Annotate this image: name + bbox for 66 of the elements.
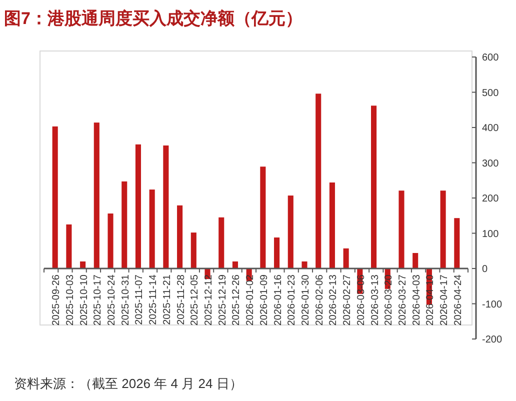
x-tick-label: 2026-01-02 xyxy=(245,274,256,326)
x-tick-label: 2025-10-03 xyxy=(64,274,76,326)
bar xyxy=(454,218,460,268)
x-tick-label: 2025-12-05 xyxy=(190,274,201,326)
x-tick-label: 2025-11-14 xyxy=(148,274,160,325)
bar xyxy=(302,261,308,268)
x-tick-label: 2025-10-10 xyxy=(78,274,90,326)
y-tick-label: 400 xyxy=(482,123,500,134)
y-tick-label: 100 xyxy=(482,228,500,240)
x-tick-label: 2026-03-20 xyxy=(384,274,395,326)
x-tick-label: 2026-02-06 xyxy=(314,274,326,326)
bar xyxy=(288,196,294,268)
bar xyxy=(274,237,280,268)
bar xyxy=(260,166,266,268)
bar xyxy=(412,252,418,268)
bar xyxy=(94,122,100,268)
bar xyxy=(135,144,141,268)
bar xyxy=(329,182,335,268)
x-tick-label: 2025-10-24 xyxy=(106,274,118,326)
x-tick-label: 2025-12-26 xyxy=(231,274,242,326)
x-tick-label: 2026-04-24 xyxy=(452,274,464,326)
y-tick-label: 200 xyxy=(482,194,500,204)
bar xyxy=(440,190,446,268)
bar xyxy=(149,190,155,268)
bar xyxy=(108,214,114,268)
bar xyxy=(122,181,128,268)
y-tick-label: 0 xyxy=(482,264,488,275)
bar xyxy=(163,145,169,268)
y-tick-label: -200 xyxy=(482,334,502,346)
x-tick-label: 2026-03-27 xyxy=(397,274,408,326)
bar xyxy=(316,94,322,268)
x-tick-label: 2025-09-26 xyxy=(51,274,62,326)
x-tick-label: 2025-12-19 xyxy=(217,274,228,326)
bar xyxy=(218,217,224,268)
x-tick-label: 2026-02-27 xyxy=(342,274,354,326)
bar xyxy=(190,232,196,268)
bar xyxy=(177,205,183,268)
x-tick-label: 2026-01-09 xyxy=(258,274,270,326)
x-tick-label: 2026-01-30 xyxy=(300,274,312,326)
bar xyxy=(398,190,404,268)
x-tick-label: 2025-11-21 xyxy=(162,274,173,325)
bar xyxy=(66,224,72,268)
x-tick-label: 2025-12-12 xyxy=(204,274,215,326)
bar xyxy=(232,261,238,268)
x-tick-label: 2026-02-13 xyxy=(328,274,340,326)
x-tick-label: 2026-03-06 xyxy=(356,274,367,326)
chart-title: 图7：港股通周度买入成交净额（亿元） xyxy=(4,9,302,28)
x-tick-label: 2025-11-07 xyxy=(134,274,146,325)
y-tick-label: 600 xyxy=(482,52,500,64)
x-tick-label: 2025-10-31 xyxy=(120,274,132,326)
x-tick-label: 2025-11-28 xyxy=(176,274,187,325)
x-tick-label: 2025-10-17 xyxy=(92,274,104,326)
y-tick-label: 300 xyxy=(482,158,500,170)
bar xyxy=(52,126,58,268)
y-tick-label: 500 xyxy=(482,88,500,99)
x-tick-label: 2026-04-10 xyxy=(425,274,436,326)
text: 资料来源：（截至 2026 年 4 月 24 日） xyxy=(14,376,242,391)
x-tick-label: 2026-03-13 xyxy=(370,274,381,326)
x-tick-label: 2026-04-17 xyxy=(439,274,450,326)
x-tick-label: 2026-01-16 xyxy=(272,274,284,326)
bar xyxy=(80,261,86,268)
x-tick-label: 2026-01-23 xyxy=(286,274,298,326)
x-tick-label: 2026-04-03 xyxy=(411,274,422,326)
bar xyxy=(343,248,349,268)
bar xyxy=(371,106,377,268)
y-tick-label: -100 xyxy=(482,299,502,310)
